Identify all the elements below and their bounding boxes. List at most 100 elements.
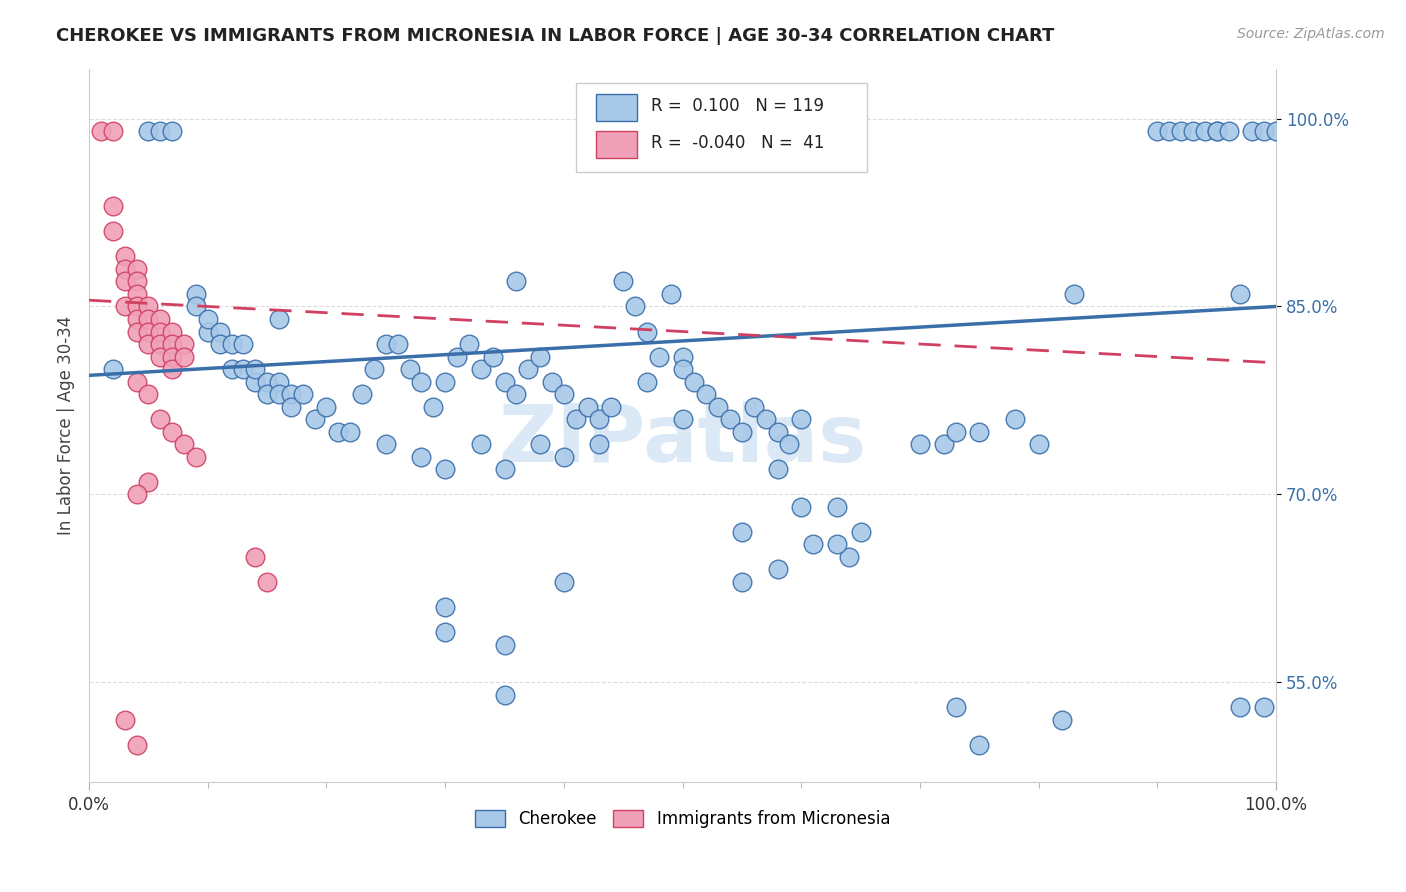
Point xyxy=(932,437,955,451)
Point xyxy=(766,462,789,476)
Point xyxy=(683,375,706,389)
Point xyxy=(1241,124,1264,138)
Point xyxy=(434,625,457,640)
FancyBboxPatch shape xyxy=(596,130,637,158)
Point xyxy=(1253,124,1275,138)
Point xyxy=(636,325,658,339)
Point xyxy=(564,412,586,426)
Point xyxy=(304,412,326,426)
Point xyxy=(374,437,396,451)
Point xyxy=(208,325,231,339)
Point xyxy=(434,462,457,476)
Point xyxy=(363,362,385,376)
Point xyxy=(1159,124,1181,138)
Point xyxy=(553,450,575,464)
Point xyxy=(184,300,207,314)
Point xyxy=(114,249,136,263)
Point xyxy=(766,562,789,576)
Point xyxy=(1170,124,1192,138)
Point xyxy=(1052,713,1074,727)
Point xyxy=(149,325,172,339)
Point xyxy=(1146,124,1168,138)
Point xyxy=(315,400,337,414)
Point xyxy=(138,325,160,339)
Point xyxy=(173,337,195,351)
Point xyxy=(138,300,160,314)
Point xyxy=(731,425,754,439)
Point xyxy=(339,425,361,439)
Point xyxy=(160,325,183,339)
Point xyxy=(945,425,967,439)
Point xyxy=(267,312,290,326)
Point xyxy=(790,500,813,514)
Point xyxy=(101,199,124,213)
Point xyxy=(458,337,481,351)
Point xyxy=(945,700,967,714)
Point xyxy=(280,387,302,401)
Point xyxy=(671,350,693,364)
Point xyxy=(160,124,183,138)
Point xyxy=(1229,287,1251,301)
Point xyxy=(1265,124,1288,138)
Point xyxy=(114,300,136,314)
Point xyxy=(125,738,148,752)
Point xyxy=(612,274,634,288)
Point xyxy=(138,387,160,401)
Point xyxy=(1218,124,1240,138)
Point xyxy=(125,325,148,339)
Point xyxy=(352,387,374,401)
Point xyxy=(801,537,824,551)
Point xyxy=(576,400,599,414)
Point xyxy=(245,549,267,564)
Point xyxy=(695,387,717,401)
Point xyxy=(1229,700,1251,714)
Point xyxy=(731,574,754,589)
Point xyxy=(125,287,148,301)
Point xyxy=(434,375,457,389)
Point xyxy=(197,312,219,326)
Point xyxy=(411,450,433,464)
Point xyxy=(149,412,172,426)
Point xyxy=(125,312,148,326)
Point xyxy=(160,337,183,351)
Point xyxy=(208,337,231,351)
Point xyxy=(1182,124,1205,138)
Point xyxy=(125,300,148,314)
Point xyxy=(505,387,527,401)
Point xyxy=(328,425,350,439)
Point xyxy=(755,412,778,426)
Point xyxy=(600,400,623,414)
Point xyxy=(494,638,516,652)
Point xyxy=(648,350,671,364)
Point xyxy=(149,312,172,326)
Point xyxy=(494,688,516,702)
Point xyxy=(173,350,195,364)
Point xyxy=(232,337,254,351)
Point xyxy=(256,574,278,589)
Legend: Cherokee, Immigrants from Micronesia: Cherokee, Immigrants from Micronesia xyxy=(468,803,897,835)
Point xyxy=(1004,412,1026,426)
Text: ZIPatlas: ZIPatlas xyxy=(499,401,866,479)
Point xyxy=(160,362,183,376)
Point xyxy=(101,124,124,138)
Point xyxy=(541,375,564,389)
Text: R =  -0.040   N =  41: R = -0.040 N = 41 xyxy=(651,135,824,153)
Point xyxy=(149,337,172,351)
Y-axis label: In Labor Force | Age 30-34: In Labor Force | Age 30-34 xyxy=(58,316,75,535)
Point xyxy=(221,362,243,376)
Point xyxy=(184,450,207,464)
Point xyxy=(101,362,124,376)
Text: CHEROKEE VS IMMIGRANTS FROM MICRONESIA IN LABOR FORCE | AGE 30-34 CORRELATION CH: CHEROKEE VS IMMIGRANTS FROM MICRONESIA I… xyxy=(56,27,1054,45)
Point xyxy=(671,412,693,426)
Point xyxy=(517,362,540,376)
Point xyxy=(245,362,267,376)
Point xyxy=(1205,124,1227,138)
Point xyxy=(529,350,551,364)
Point xyxy=(221,337,243,351)
Point xyxy=(256,375,278,389)
Point xyxy=(624,300,647,314)
Point xyxy=(160,350,183,364)
Point xyxy=(849,524,872,539)
Point xyxy=(114,713,136,727)
Point xyxy=(374,337,396,351)
